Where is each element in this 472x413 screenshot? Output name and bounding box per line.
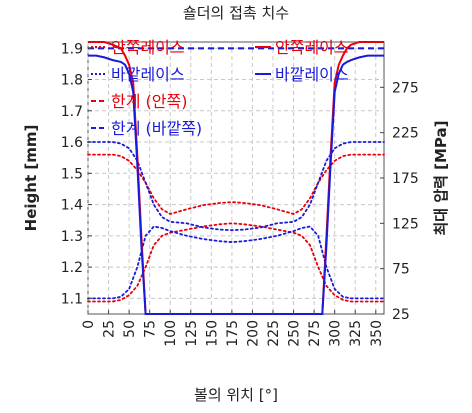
x-tick-label: 300 <box>328 320 344 347</box>
x-tick-label: 225 <box>266 320 282 347</box>
x-tick-label: 150 <box>204 320 220 347</box>
legend-label: 안쪽레이스 <box>275 38 349 57</box>
y-axis-right-label: 최대 압력 [MPa] <box>432 121 450 236</box>
y-right-tick-label: 25 <box>392 307 410 323</box>
series-line <box>87 225 385 300</box>
x-tick-label: 175 <box>225 320 241 347</box>
legend-label: 바깥레이스 <box>275 65 349 84</box>
grid <box>87 42 384 314</box>
ticks: 0 25 50 75 100 125 150 175 200 225 250 275 300 325 350… <box>61 41 419 346</box>
x-tick-label: 100 <box>163 320 179 347</box>
x-tick-label: 250 <box>287 320 303 347</box>
y-left-tick-label: 1.4 <box>61 198 83 214</box>
y-right-tick-label: 175 <box>392 171 419 187</box>
x-tick-label: 350 <box>369 320 385 347</box>
legend-label: 안쪽레이스 <box>111 38 185 57</box>
legend-label: 한계 (바깥쪽) <box>111 119 202 138</box>
y-left-tick-label: 1.7 <box>61 104 83 120</box>
y-right-tick-label: 125 <box>392 216 419 232</box>
y-left-tick-label: 1.2 <box>61 260 83 276</box>
legend-label: 한계 (안쪽) <box>111 92 187 111</box>
y-left-tick-label: 1.6 <box>61 135 83 151</box>
y-axis-left-label: Height [mm] <box>22 125 40 232</box>
series-line <box>87 141 385 232</box>
x-tick-label: 50 <box>122 320 138 338</box>
y-right-tick-label: 225 <box>392 126 419 142</box>
x-tick-label: 200 <box>245 320 261 347</box>
y-left-tick-label: 1.8 <box>61 73 83 89</box>
chart-title: 숄더의 접촉 치수 <box>183 4 289 22</box>
x-tick-label: 25 <box>102 320 118 338</box>
series-line <box>88 54 384 315</box>
x-tick-label: 0 <box>81 320 97 329</box>
x-tick-label: 325 <box>348 320 364 347</box>
y-right-tick-label: 75 <box>392 262 410 278</box>
y-left-tick-label: 1.1 <box>61 291 83 307</box>
series-line <box>87 222 385 303</box>
y-left-tick-label: 1.5 <box>61 166 83 182</box>
x-tick-label: 75 <box>143 320 159 338</box>
y-left-tick-label: 1.9 <box>61 41 83 57</box>
legend-label: 바깥레이스 <box>111 65 185 84</box>
series-layer <box>87 41 385 315</box>
x-axis-label: 볼의 위치 [°] <box>194 386 278 404</box>
y-right-tick-label: 275 <box>392 80 419 96</box>
x-tick-label: 125 <box>184 320 200 347</box>
x-tick-label: 275 <box>307 320 323 347</box>
y-left-tick-label: 1.3 <box>61 229 83 245</box>
series-line <box>87 153 385 215</box>
